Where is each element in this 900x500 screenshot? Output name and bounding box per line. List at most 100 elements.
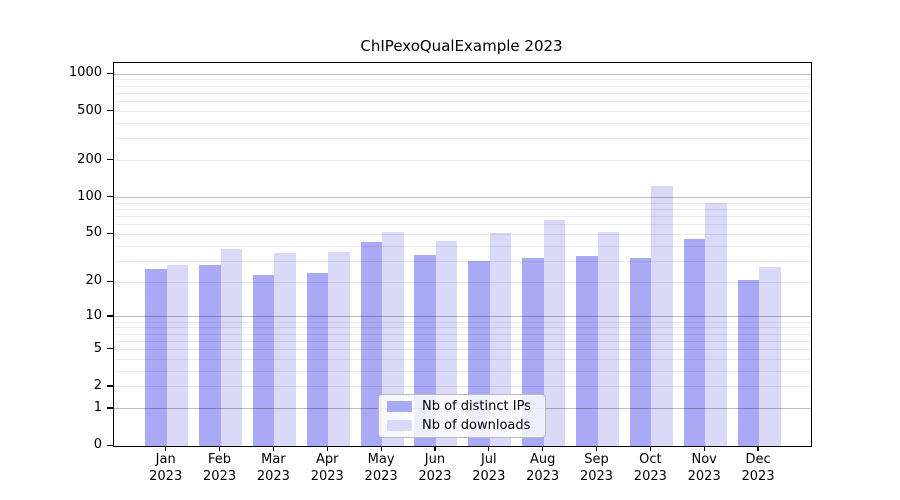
x-tick-label-jul: Jul 2023 — [472, 452, 506, 484]
bar-may-distinct-ips — [360, 242, 383, 446]
bar-feb-downloads — [220, 248, 243, 446]
y-tick-label: 5 — [93, 340, 102, 356]
bar-jan-downloads — [166, 264, 189, 446]
y-tick-mark — [107, 407, 113, 409]
y-tick-label: 100 — [77, 188, 102, 204]
y-tick-mark — [107, 196, 113, 198]
gridline-minor — [114, 370, 811, 372]
x-tick-label-may: May 2023 — [364, 452, 398, 484]
x-tick-mark — [434, 446, 436, 451]
bar-mar-downloads — [274, 253, 296, 446]
y-tick-label: 200 — [77, 151, 102, 167]
bar-apr-distinct-ips — [306, 272, 329, 446]
y-tick-label: 2 — [93, 377, 102, 393]
x-tick-label-jun: Jun 2023 — [418, 452, 452, 484]
bar-feb-distinct-ips — [199, 264, 221, 446]
x-tick-mark — [757, 446, 759, 451]
gridline-minor — [114, 281, 811, 283]
x-tick-mark — [326, 446, 328, 451]
grid-layer — [114, 63, 811, 446]
x-tick-label-mar: Mar 2023 — [256, 452, 290, 484]
y-tick-mark — [107, 280, 113, 282]
gridline-minor — [114, 349, 811, 351]
legend: Nb of distinct IPs Nb of downloads — [378, 394, 546, 438]
y-tick-mark — [107, 159, 113, 161]
x-tick-mark — [595, 446, 598, 451]
gridline-minor — [114, 260, 811, 262]
legend-swatch — [387, 420, 412, 431]
y-tick-mark — [107, 385, 113, 387]
gridline-major — [114, 316, 811, 318]
bar-jul-downloads — [489, 233, 512, 446]
bar-jan-distinct-ips — [145, 268, 167, 446]
bars-layer — [114, 63, 811, 446]
gridline-minor — [114, 340, 811, 342]
gridline-minor — [114, 92, 811, 94]
gridline-minor — [114, 321, 811, 323]
gridline-minor — [114, 85, 811, 87]
y-tick-label: 0 — [93, 437, 102, 452]
x-tick-mark — [703, 446, 705, 451]
gridline-major — [114, 197, 811, 199]
y-tick-label: 500 — [77, 102, 102, 118]
bar-aug-downloads — [543, 219, 566, 446]
y-tick-mark — [107, 348, 113, 350]
y-tick-mark — [107, 315, 113, 317]
y-tick-label: 20 — [85, 273, 102, 289]
gridline-minor — [114, 101, 811, 103]
x-tick-mark — [542, 446, 544, 451]
legend-item-distinct-ips: Nb of distinct IPs — [379, 399, 545, 414]
bar-oct-distinct-ips — [629, 257, 652, 446]
y-tick-label: 10 — [85, 307, 102, 323]
gridline-minor — [114, 122, 811, 124]
x-tick-mark — [380, 446, 382, 451]
y-tick-mark — [107, 110, 113, 112]
legend-swatch — [387, 401, 412, 412]
x-tick-label-sep: Sep 2023 — [579, 452, 614, 484]
bar-nov-distinct-ips — [683, 238, 706, 446]
gridline-minor — [114, 79, 811, 81]
x-tick-mark — [165, 446, 167, 451]
x-tick-label-apr: Apr 2023 — [310, 452, 344, 484]
bar-dec-distinct-ips — [737, 279, 760, 446]
gridline-minor — [114, 111, 811, 112]
bar-nov-downloads — [705, 203, 727, 446]
x-tick-mark — [488, 446, 490, 451]
bar-sep-downloads — [597, 232, 619, 446]
x-tick-label-dec: Dec 2023 — [741, 452, 775, 484]
bar-sep-distinct-ips — [576, 256, 598, 446]
gridline-minor — [114, 138, 811, 140]
gridline-minor — [114, 358, 811, 360]
gridline-minor — [114, 224, 811, 226]
gridline-minor — [114, 160, 811, 162]
gridline-minor — [114, 202, 811, 204]
x-tick-label-feb: Feb 2023 — [203, 452, 237, 484]
y-tick-mark — [107, 444, 113, 446]
bar-oct-downloads — [651, 185, 673, 446]
gridline-minor — [114, 216, 811, 218]
y-tick-label: 50 — [85, 225, 102, 241]
bar-may-downloads — [382, 232, 404, 446]
y-tick-label: 1 — [93, 399, 102, 415]
gridline-minor — [114, 386, 811, 388]
bar-apr-downloads — [328, 251, 350, 446]
bar-mar-distinct-ips — [252, 274, 275, 446]
gridline-minor — [114, 327, 811, 329]
y-tick-mark — [107, 232, 113, 235]
x-tick-label-oct: Oct 2023 — [633, 452, 667, 484]
x-tick-mark — [218, 446, 221, 451]
legend-item-downloads: Nb of downloads — [379, 418, 545, 433]
x-tick-label-nov: Nov 2023 — [687, 452, 721, 484]
gridline-minor — [114, 233, 811, 235]
legend-label: Nb of distinct IPs — [422, 399, 531, 414]
plot-area — [113, 62, 812, 447]
chart-title: ChIPexoQualExample 2023 — [360, 37, 563, 55]
x-tick-mark — [649, 446, 652, 451]
y-tick-label: 1000 — [68, 65, 102, 81]
legend-label: Nb of downloads — [422, 418, 531, 433]
x-tick-label-aug: Aug 2023 — [526, 452, 560, 484]
gridline-major — [114, 73, 811, 75]
gridline-minor — [114, 245, 811, 247]
x-tick-mark — [272, 446, 275, 451]
